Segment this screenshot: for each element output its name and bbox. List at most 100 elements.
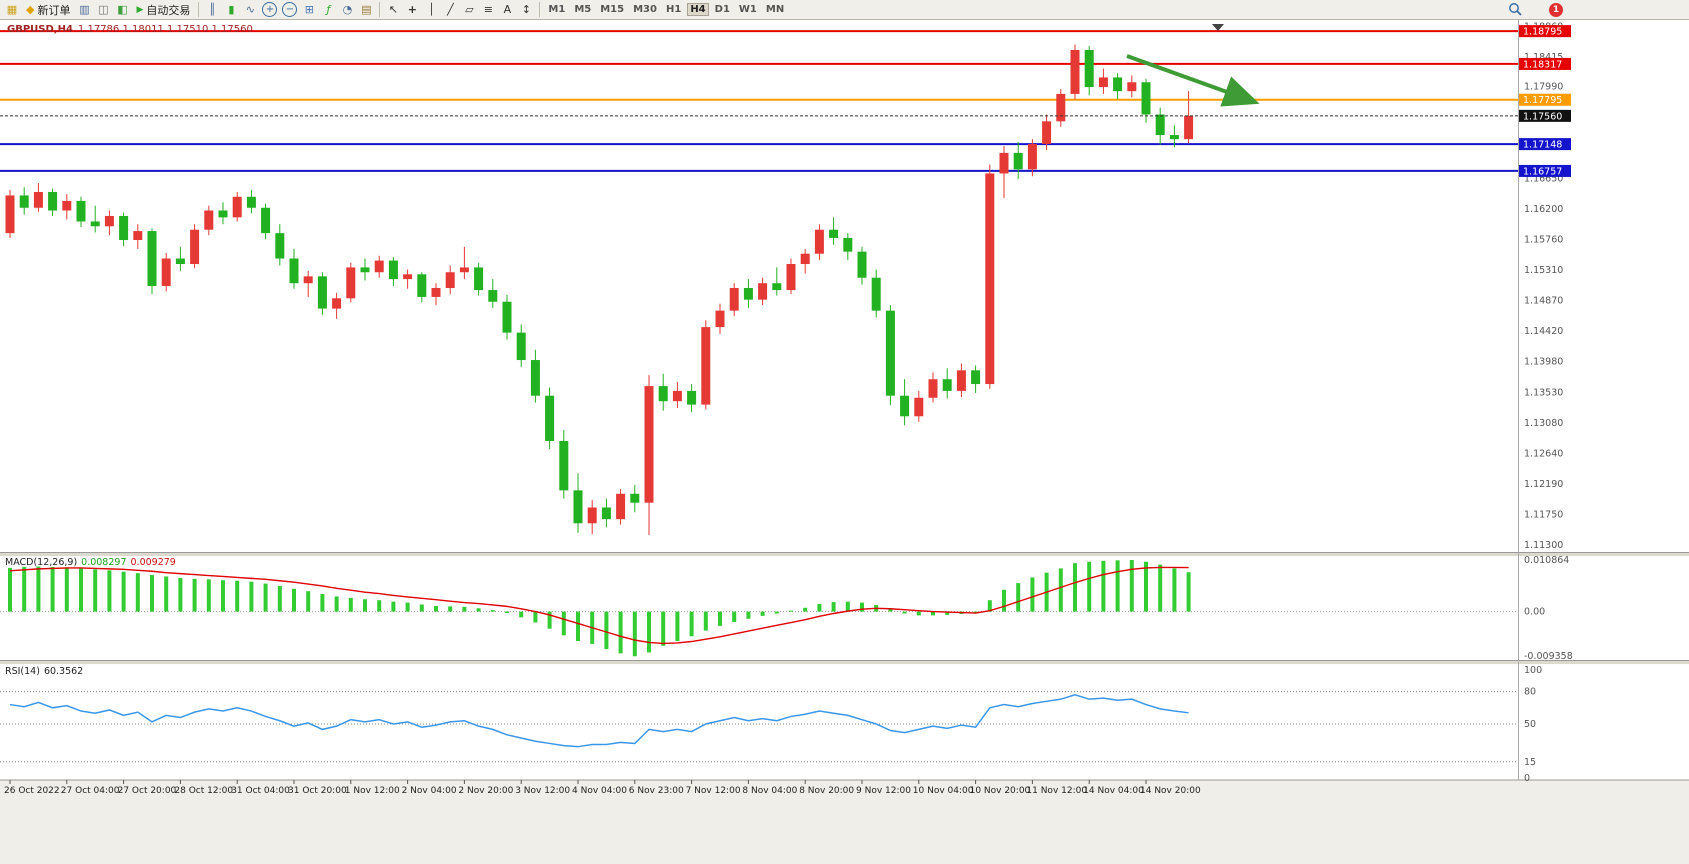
new-order-button[interactable]: ◆ 新订单	[22, 1, 74, 19]
svg-text:50: 50	[1524, 719, 1536, 730]
svg-text:28 Oct 12:00: 28 Oct 12:00	[174, 786, 233, 796]
panel-separator[interactable]	[0, 660, 1689, 665]
chart-ohlc-values: 1.17786 1.18011 1.17510 1.17560	[77, 24, 253, 35]
timeframe-m30[interactable]: M30	[633, 4, 657, 15]
svg-text:31 Oct 04:00: 31 Oct 04:00	[231, 786, 290, 796]
svg-text:1 Nov 12:00: 1 Nov 12:00	[345, 786, 400, 796]
trend-arrow[interactable]	[1126, 54, 1260, 107]
data-window-icon[interactable]: ◫	[98, 3, 109, 16]
timeframe-m5[interactable]: M5	[574, 4, 592, 15]
svg-text:1.18317: 1.18317	[1523, 59, 1562, 70]
rsi-name: RSI(14)	[5, 666, 40, 677]
timeframe-m15[interactable]: M15	[600, 4, 625, 15]
svg-text:9 Nov 12:00: 9 Nov 12:00	[856, 786, 911, 796]
indicators-icon[interactable]: ƒ	[326, 3, 331, 16]
svg-text:4 Nov 04:00: 4 Nov 04:00	[572, 786, 627, 796]
templates-icon[interactable]: ▤	[361, 3, 372, 16]
tile-windows-icon[interactable]: ⊞	[304, 3, 314, 16]
zoom-in-icon[interactable]: +	[262, 2, 278, 17]
text-tool-icon[interactable]: A	[503, 3, 512, 16]
svg-text:1.14420: 1.14420	[1524, 326, 1563, 337]
timeframe-h1[interactable]: H1	[665, 4, 682, 15]
market-watch-icon[interactable]: ▥	[79, 3, 90, 16]
chart-background	[0, 20, 1689, 780]
notifications-badge[interactable]: 1	[1549, 3, 1563, 17]
autotrading-label: 自动交易	[146, 3, 191, 17]
fibonacci-icon[interactable]: ≡	[483, 3, 493, 16]
periods-dropdown-icon[interactable]: ◔	[342, 3, 353, 16]
toolbar-separator	[198, 2, 200, 17]
svg-text:1.17148: 1.17148	[1523, 140, 1562, 151]
bar-chart-icon[interactable]: ║	[209, 3, 216, 16]
chart-symbol-timeframe: GBPUSD,H4	[7, 24, 73, 35]
macd-main-value: 0.008297	[81, 557, 127, 568]
svg-text:27 Oct 04:00: 27 Oct 04:00	[61, 786, 120, 796]
svg-text:1.11300: 1.11300	[1524, 540, 1563, 551]
cursor-icon[interactable]: ↖	[388, 3, 398, 16]
chart-title: GBPUSD,H4 1.17786 1.18011 1.17510 1.17560	[7, 24, 253, 35]
toolbar-separator	[379, 2, 381, 17]
svg-text:7 Nov 12:00: 7 Nov 12:00	[686, 786, 741, 796]
svg-text:1.16650: 1.16650	[1524, 173, 1563, 184]
svg-text:6 Nov 23:00: 6 Nov 23:00	[629, 786, 684, 796]
candlestick-series	[5, 44, 1194, 535]
svg-text:14 Nov 20:00: 14 Nov 20:00	[1140, 786, 1201, 796]
rsi-scale[interactable]: 100 80 50 15 0	[1524, 665, 1542, 784]
svg-text:1.14870: 1.14870	[1524, 295, 1563, 306]
svg-text:10 Nov 20:00: 10 Nov 20:00	[970, 786, 1031, 796]
macd-signal-value: 0.009279	[130, 557, 176, 568]
rsi-label: RSI(14) 60.3562	[5, 666, 87, 677]
time-axis-strip[interactable]	[0, 780, 1689, 864]
timeframe-m1[interactable]: M1	[548, 4, 566, 15]
toolbar-separator	[539, 2, 541, 17]
crosshair-icon[interactable]: +	[407, 3, 417, 16]
svg-text:1.16757: 1.16757	[1523, 166, 1562, 177]
autotrading-button[interactable]: ▶ 自动交易	[132, 1, 194, 19]
macd-signal-line	[9, 566, 1189, 645]
svg-text:10 Nov 04:00: 10 Nov 04:00	[913, 786, 974, 796]
trendline-icon[interactable]: ╱	[447, 3, 454, 16]
svg-text:1.13980: 1.13980	[1524, 356, 1563, 367]
svg-text:1.15760: 1.15760	[1524, 234, 1563, 245]
svg-text:-0.009358: -0.009358	[1524, 651, 1573, 662]
arrows-tool-icon[interactable]: ↕	[521, 3, 531, 16]
svg-text:2 Nov 04:00: 2 Nov 04:00	[402, 786, 457, 796]
svg-text:1.17560: 1.17560	[1523, 111, 1562, 122]
chart-shift-marker[interactable]	[1212, 24, 1224, 31]
svg-text:1.13080: 1.13080	[1524, 418, 1563, 429]
svg-text:11 Nov 12:00: 11 Nov 12:00	[1026, 786, 1087, 796]
macd-label: MACD(12,26,9) 0.008297 0.009279	[5, 557, 180, 568]
svg-text:1.16200: 1.16200	[1524, 204, 1563, 215]
price-badges: 1.18795 1.18317 1.17795 1.17560 1.17148 1.167…	[1519, 25, 1571, 177]
svg-text:1.17795: 1.17795	[1523, 95, 1562, 106]
vertical-line-icon[interactable]: │	[428, 3, 435, 16]
svg-text:100: 100	[1524, 665, 1542, 676]
svg-text:0.00: 0.00	[1524, 607, 1545, 618]
svg-text:1.15310: 1.15310	[1524, 265, 1563, 276]
svg-text:3 Nov 12:00: 3 Nov 12:00	[515, 786, 570, 796]
svg-text:14 Nov 04:00: 14 Nov 04:00	[1083, 786, 1144, 796]
macd-scale[interactable]: 0.010864 0.00 -0.009358	[1524, 555, 1573, 662]
rsi-value: 60.3562	[43, 666, 84, 677]
new-order-icon: ◆	[26, 3, 35, 16]
new-chart-icon[interactable]: ▦	[6, 3, 18, 16]
channel-icon[interactable]: ▱	[465, 3, 474, 16]
zoom-out-icon[interactable]: −	[282, 2, 298, 17]
timeframe-d1[interactable]: D1	[714, 4, 730, 15]
navigator-icon[interactable]: ◧	[117, 3, 128, 16]
timeframe-mn[interactable]: MN	[765, 4, 785, 15]
svg-text:8 Nov 20:00: 8 Nov 20:00	[799, 786, 854, 796]
new-order-label: 新订单	[37, 3, 71, 17]
timeframe-h4[interactable]: H4	[687, 3, 709, 16]
candlestick-chart-icon[interactable]: ▮	[228, 3, 235, 16]
svg-text:1.12640: 1.12640	[1524, 448, 1563, 459]
line-chart-icon[interactable]: ∿	[245, 3, 255, 16]
svg-text:27 Oct 20:00: 27 Oct 20:00	[118, 786, 177, 796]
timeframe-w1[interactable]: W1	[738, 4, 757, 15]
svg-text:8 Nov 04:00: 8 Nov 04:00	[742, 786, 797, 796]
svg-text:15: 15	[1524, 757, 1536, 768]
panel-separator[interactable]	[0, 552, 1689, 557]
